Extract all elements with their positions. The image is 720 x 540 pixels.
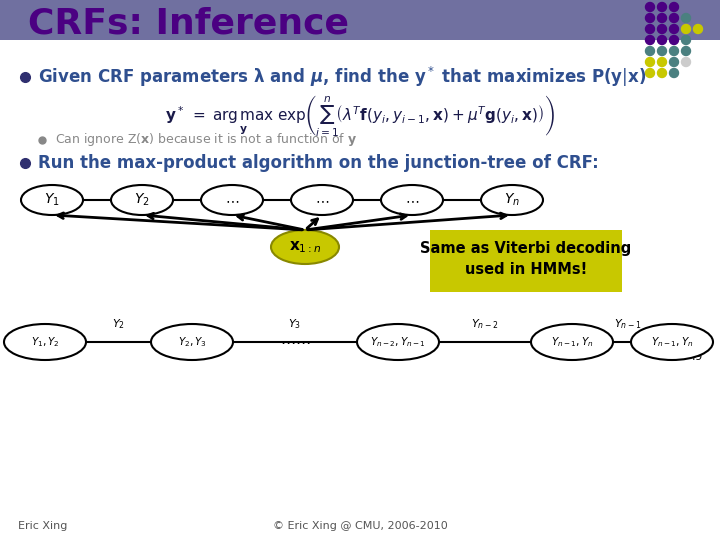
Text: $Y_{n-1}, Y_n$: $Y_{n-1}, Y_n$ xyxy=(651,335,693,349)
Circle shape xyxy=(657,46,667,56)
Circle shape xyxy=(682,14,690,23)
Circle shape xyxy=(682,36,690,44)
Text: © Eric Xing @ CMU, 2006-2010: © Eric Xing @ CMU, 2006-2010 xyxy=(273,521,447,531)
Circle shape xyxy=(670,46,678,56)
Text: CRFs: Inference: CRFs: Inference xyxy=(28,6,349,40)
Circle shape xyxy=(670,24,678,33)
Text: Given CRF parameters $\boldsymbol{\lambda}$ and $\boldsymbol{\mu}$, find the $\m: Given CRF parameters $\boldsymbol{\lambd… xyxy=(38,65,647,89)
Text: Can ignore Z($\mathbf{x}$) because it is not a function of $\mathbf{y}$: Can ignore Z($\mathbf{x}$) because it is… xyxy=(55,132,357,148)
Circle shape xyxy=(646,3,654,11)
Text: $Y_1, Y_2$: $Y_1, Y_2$ xyxy=(31,335,59,349)
Text: $Y_{n-2}, Y_{n-1}$: $Y_{n-2}, Y_{n-1}$ xyxy=(370,335,426,349)
Text: $Y_3$: $Y_3$ xyxy=(289,317,302,331)
Circle shape xyxy=(657,14,667,23)
Ellipse shape xyxy=(291,185,353,215)
Text: $\mathbf{x}_{1:n}$: $\mathbf{x}_{1:n}$ xyxy=(289,239,321,255)
Circle shape xyxy=(670,3,678,11)
Circle shape xyxy=(670,14,678,23)
Circle shape xyxy=(657,69,667,78)
Ellipse shape xyxy=(531,324,613,360)
Ellipse shape xyxy=(271,230,339,264)
Text: $Y_{n-1}$: $Y_{n-1}$ xyxy=(614,317,642,331)
Text: $\mathbf{y}^* \;=\; \underset{\mathbf{y}}{\arg\max}\;\exp\!\left(\sum_{i=1}^{n}\: $\mathbf{y}^* \;=\; \underset{\mathbf{y}… xyxy=(165,92,555,138)
Circle shape xyxy=(657,24,667,33)
Text: $Y_2$: $Y_2$ xyxy=(112,317,125,331)
Text: Same as Viterbi decoding
used in HMMs!: Same as Viterbi decoding used in HMMs! xyxy=(420,241,631,277)
Text: $\cdots$: $\cdots$ xyxy=(315,193,329,207)
Circle shape xyxy=(657,36,667,44)
Circle shape xyxy=(682,46,690,56)
Ellipse shape xyxy=(381,185,443,215)
Circle shape xyxy=(657,57,667,66)
Ellipse shape xyxy=(111,185,173,215)
Circle shape xyxy=(646,69,654,78)
Ellipse shape xyxy=(151,324,233,360)
Bar xyxy=(0,0,720,40)
Text: $Y_2, Y_3$: $Y_2, Y_3$ xyxy=(178,335,207,349)
Text: $\cdots$: $\cdots$ xyxy=(405,193,419,207)
Text: Run the max-product algorithm on the junction-tree of CRF:: Run the max-product algorithm on the jun… xyxy=(38,154,599,172)
Circle shape xyxy=(646,46,654,56)
Circle shape xyxy=(670,36,678,44)
Circle shape xyxy=(682,24,690,33)
Circle shape xyxy=(670,57,678,66)
Circle shape xyxy=(646,36,654,44)
Ellipse shape xyxy=(631,324,713,360)
Circle shape xyxy=(682,57,690,66)
Ellipse shape xyxy=(201,185,263,215)
Ellipse shape xyxy=(4,324,86,360)
Circle shape xyxy=(646,14,654,23)
Text: $\cdots\cdots$: $\cdots\cdots$ xyxy=(279,334,310,349)
Text: 49: 49 xyxy=(689,352,703,362)
Text: $Y_{n-1}, Y_n$: $Y_{n-1}, Y_n$ xyxy=(551,335,593,349)
Circle shape xyxy=(693,24,703,33)
Circle shape xyxy=(657,3,667,11)
Circle shape xyxy=(646,24,654,33)
Text: $Y_n$: $Y_n$ xyxy=(504,192,520,208)
Circle shape xyxy=(646,57,654,66)
Text: $\cdots$: $\cdots$ xyxy=(225,193,239,207)
Ellipse shape xyxy=(357,324,439,360)
Ellipse shape xyxy=(481,185,543,215)
Text: $Y_{n-2}$: $Y_{n-2}$ xyxy=(472,317,499,331)
Circle shape xyxy=(670,69,678,78)
FancyBboxPatch shape xyxy=(430,230,622,292)
Text: $Y_1$: $Y_1$ xyxy=(44,192,60,208)
Ellipse shape xyxy=(21,185,83,215)
Text: Eric Xing: Eric Xing xyxy=(18,521,68,531)
Text: $Y_2$: $Y_2$ xyxy=(134,192,150,208)
